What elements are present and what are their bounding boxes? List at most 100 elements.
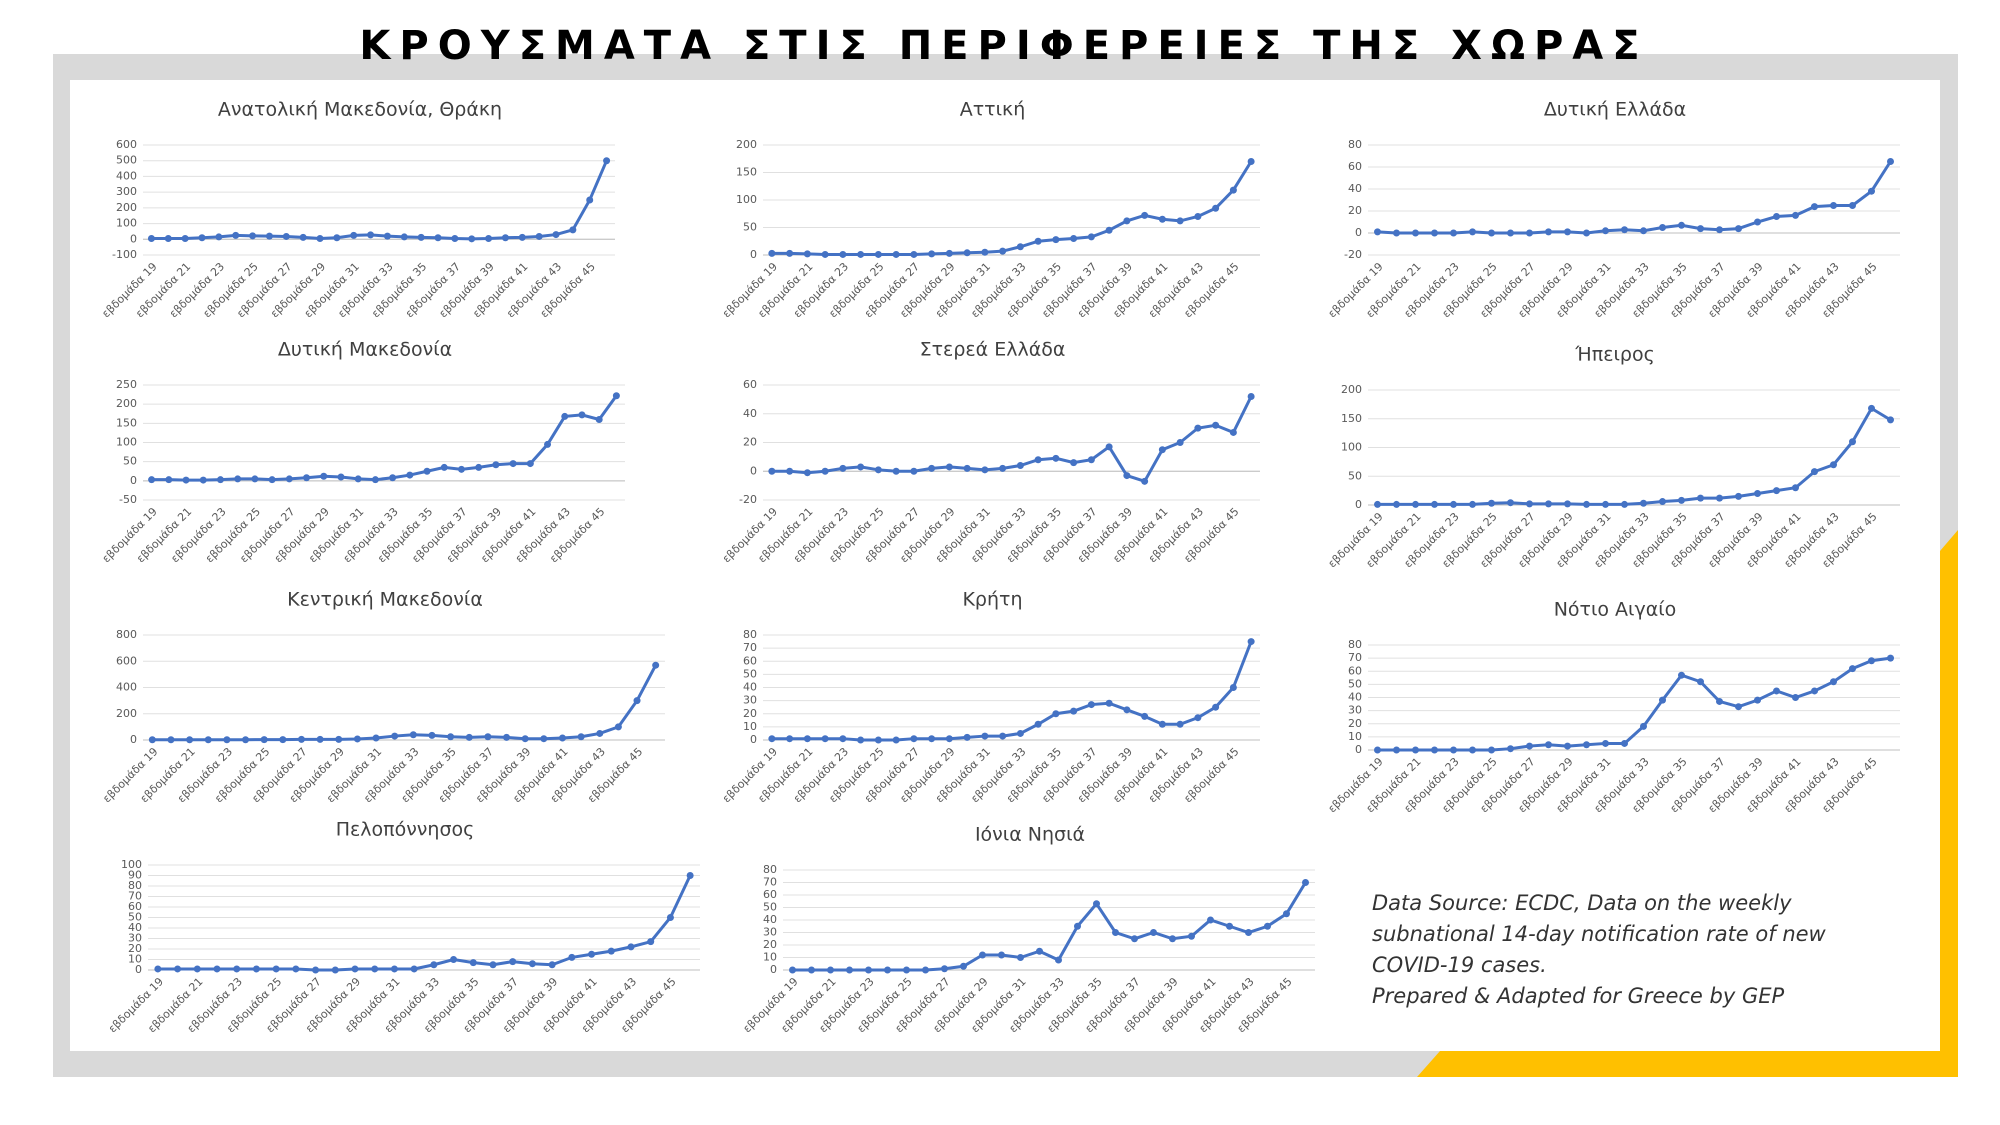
marker xyxy=(865,966,872,974)
y-tick-label: 30 xyxy=(763,926,777,939)
marker xyxy=(252,965,260,973)
marker xyxy=(803,735,811,743)
marker xyxy=(1131,935,1138,943)
y-tick-label: 80 xyxy=(763,863,777,876)
marker xyxy=(1735,703,1742,711)
marker xyxy=(768,735,776,743)
marker xyxy=(1564,500,1571,508)
marker xyxy=(265,232,273,240)
marker xyxy=(1412,746,1419,754)
marker xyxy=(1469,228,1476,236)
marker xyxy=(354,475,362,483)
marker xyxy=(808,966,815,974)
marker xyxy=(1773,487,1780,495)
marker xyxy=(1052,710,1060,718)
marker xyxy=(1194,213,1202,220)
marker xyxy=(839,250,847,258)
marker xyxy=(578,411,586,419)
marker xyxy=(430,961,438,969)
y-tick-label: 800 xyxy=(116,628,137,641)
y-tick-label: 60 xyxy=(743,378,757,391)
y-tick-label: 100 xyxy=(116,436,137,449)
marker xyxy=(1374,746,1381,754)
marker xyxy=(827,966,834,974)
y-tick-label: 40 xyxy=(743,681,757,694)
line xyxy=(157,874,692,972)
y-tick-label: 200 xyxy=(736,138,757,151)
marker xyxy=(528,960,536,968)
marker xyxy=(526,460,534,468)
marker xyxy=(1450,229,1457,237)
line xyxy=(152,664,658,742)
y-tick-label: 200 xyxy=(116,201,137,214)
marker xyxy=(910,250,918,258)
y-tick-label: 90 xyxy=(128,869,142,882)
marker xyxy=(1849,438,1856,446)
marker xyxy=(998,951,1005,959)
marker xyxy=(1526,742,1533,750)
marker xyxy=(884,966,891,974)
marker xyxy=(285,475,293,483)
y-tick-label: -50 xyxy=(119,493,137,506)
chart-title: Ιόνια Νησιά xyxy=(975,824,1085,846)
marker xyxy=(509,958,517,966)
marker xyxy=(857,736,865,744)
marker xyxy=(251,475,259,483)
marker xyxy=(242,736,250,744)
y-tick-label: 0 xyxy=(1355,226,1362,239)
marker xyxy=(910,467,918,475)
y-tick-label: 50 xyxy=(128,911,142,924)
marker xyxy=(928,464,936,472)
marker xyxy=(303,474,311,482)
y-tick-label: 300 xyxy=(116,185,137,198)
marker xyxy=(686,872,694,879)
marker xyxy=(569,226,577,234)
marker xyxy=(1412,500,1419,508)
marker xyxy=(768,467,776,475)
marker xyxy=(558,734,566,742)
marker xyxy=(1507,229,1514,237)
marker xyxy=(389,474,397,482)
marker xyxy=(1141,477,1149,485)
y-tick-label: 80 xyxy=(743,628,757,641)
marker xyxy=(391,732,399,740)
marker xyxy=(279,736,287,744)
marker xyxy=(469,959,477,967)
marker xyxy=(1754,218,1761,226)
marker xyxy=(789,966,796,974)
marker xyxy=(186,736,194,744)
marker xyxy=(821,250,829,258)
marker xyxy=(892,250,900,258)
marker xyxy=(409,731,417,739)
marker xyxy=(484,733,492,741)
marker xyxy=(1141,712,1149,720)
marker xyxy=(1070,707,1078,715)
marker xyxy=(786,735,794,743)
marker xyxy=(1678,496,1685,504)
y-tick-label: 0 xyxy=(130,232,137,245)
y-tick-label: 500 xyxy=(116,154,137,167)
marker xyxy=(1374,228,1381,236)
marker xyxy=(1507,499,1514,507)
marker xyxy=(633,697,641,705)
marker xyxy=(612,392,620,400)
marker xyxy=(268,476,276,484)
y-tick-label: 50 xyxy=(1348,469,1362,482)
y-tick-label: 0 xyxy=(750,464,757,477)
marker xyxy=(1697,678,1704,686)
y-tick-label: 30 xyxy=(743,694,757,707)
y-tick-label: 20 xyxy=(743,707,757,720)
marker xyxy=(1507,745,1514,753)
marker xyxy=(1735,492,1742,500)
marker xyxy=(440,463,448,471)
marker xyxy=(337,473,345,481)
marker xyxy=(903,966,910,974)
y-tick-label: 60 xyxy=(743,654,757,667)
line xyxy=(151,394,618,482)
marker xyxy=(406,471,414,479)
marker xyxy=(1469,500,1476,508)
marker xyxy=(960,962,967,970)
marker xyxy=(1735,225,1742,233)
y-tick-label: 50 xyxy=(123,455,137,468)
note-line: Data Source: ECDC, Data on the weekly xyxy=(1372,891,1792,915)
